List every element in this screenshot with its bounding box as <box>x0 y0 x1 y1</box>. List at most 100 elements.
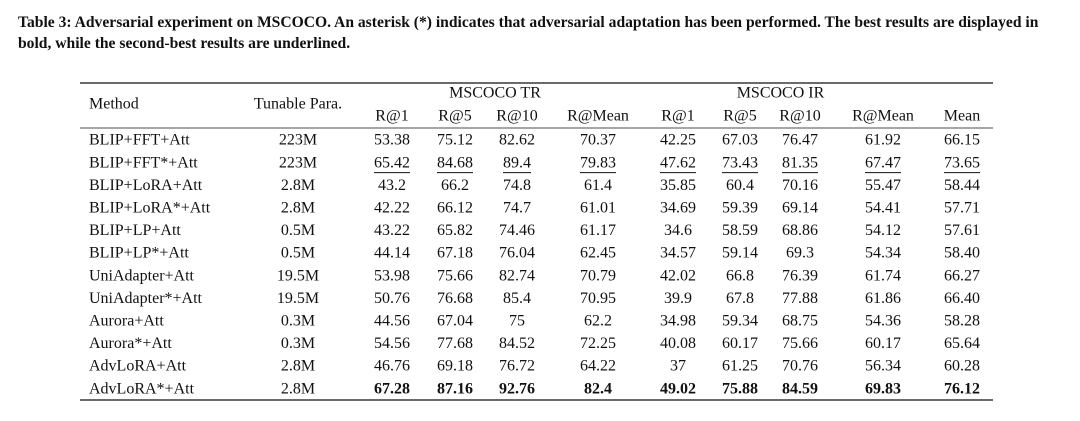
value-cell: 67.18 <box>437 245 473 262</box>
value-cell: 57.71 <box>944 199 980 216</box>
value-cell: 82.4 <box>584 380 612 397</box>
value-cell: 60.17 <box>865 335 901 352</box>
value-cell: 65.42 <box>374 154 410 171</box>
value-cell: 76.68 <box>437 290 473 307</box>
method-cell: BLIP+LoRA*+Att <box>89 199 211 216</box>
value-cell: 43.2 <box>378 177 406 194</box>
value-cell: 87.16 <box>437 380 473 397</box>
method-cell: Aurora*+Att <box>89 335 172 352</box>
value-cell: 92.76 <box>499 380 535 397</box>
value-cell: 34.69 <box>660 199 696 216</box>
value-cell: 70.76 <box>782 358 818 375</box>
method-cell: UniAdapter+Att <box>89 267 195 284</box>
value-cell: 42.22 <box>374 199 410 216</box>
value-cell: 49.02 <box>660 380 696 397</box>
method-cell: Aurora+Att <box>89 312 164 329</box>
value-cell: 37 <box>670 358 686 375</box>
value-cell: 82.62 <box>499 132 535 149</box>
value-cell: 40.08 <box>660 335 696 352</box>
value-cell: 54.12 <box>865 222 901 239</box>
value-cell: 61.74 <box>865 267 901 284</box>
value-cell: 56.34 <box>865 358 901 375</box>
value-cell: 54.34 <box>865 245 901 262</box>
value-cell: 73.65 <box>944 154 980 171</box>
value-cell: 54.36 <box>865 312 901 329</box>
value-cell: 53.38 <box>374 132 410 149</box>
value-cell: 69.3 <box>786 245 814 262</box>
value-cell: 66.40 <box>944 290 980 307</box>
column-header: R@10 <box>496 108 537 125</box>
value-cell: 58.44 <box>944 177 980 194</box>
value-cell: 58.59 <box>722 222 758 239</box>
value-cell: 76.72 <box>499 358 535 375</box>
value-cell: 67.8 <box>726 290 754 307</box>
method-cell: BLIP+FFT*+Att <box>89 154 198 171</box>
value-cell: 66.8 <box>726 267 754 284</box>
value-cell: 34.57 <box>660 245 696 262</box>
value-cell: 68.86 <box>782 222 818 239</box>
value-cell: 76.12 <box>944 380 980 397</box>
value-cell: 67.03 <box>722 132 758 149</box>
value-cell: 61.01 <box>580 199 616 216</box>
value-cell: 69.18 <box>437 358 473 375</box>
value-cell: 61.86 <box>865 290 901 307</box>
value-cell: 35.85 <box>660 177 696 194</box>
value-cell: 75.88 <box>722 380 758 397</box>
value-cell: 53.98 <box>374 267 410 284</box>
value-cell: 67.28 <box>374 380 410 397</box>
value-cell: 61.4 <box>584 177 612 194</box>
value-cell: 67.04 <box>437 312 473 329</box>
method-cell: UniAdapter*+Att <box>89 290 203 307</box>
value-cell: 67.47 <box>865 154 901 171</box>
value-cell: 70.95 <box>580 290 616 307</box>
value-cell: 69.83 <box>865 380 901 397</box>
value-cell: 66.27 <box>944 267 980 284</box>
value-cell: 77.88 <box>782 290 818 307</box>
value-cell: 66.15 <box>944 132 980 149</box>
value-cell: 61.92 <box>865 132 901 149</box>
value-cell: 55.47 <box>865 177 901 194</box>
value-cell: 66.2 <box>441 177 469 194</box>
group-header: MSCOCO IR <box>737 85 825 102</box>
value-cell: 19.5M <box>277 267 319 284</box>
column-header: R@5 <box>723 108 756 125</box>
value-cell: 65.82 <box>437 222 473 239</box>
method-cell: AdvLoRA+Att <box>89 358 187 375</box>
group-header: MSCOCO TR <box>449 85 541 102</box>
value-cell: 59.39 <box>722 199 758 216</box>
caption: Table 3: Adversarial experiment on MSCOC… <box>18 14 1039 52</box>
value-cell: 34.6 <box>664 222 692 239</box>
value-cell: 61.25 <box>722 358 758 375</box>
value-cell: 84.68 <box>437 154 473 171</box>
method-cell: BLIP+LP*+Att <box>89 245 189 262</box>
value-cell: 66.12 <box>437 199 473 216</box>
value-cell: 61.17 <box>580 222 616 239</box>
method-cell: BLIP+LP+Att <box>89 222 181 239</box>
column-header: R@1 <box>661 108 694 125</box>
value-cell: 74.8 <box>503 177 531 194</box>
value-cell: 59.34 <box>722 312 758 329</box>
value-cell: 72.25 <box>580 335 616 352</box>
method-cell: BLIP+LoRA+Att <box>89 177 203 194</box>
value-cell: 82.74 <box>499 267 535 284</box>
column-header: R@Mean <box>567 108 629 125</box>
column-header: R@10 <box>779 108 820 125</box>
value-cell: 0.5M <box>281 245 315 262</box>
method-cell: AdvLoRA*+Att <box>89 380 195 397</box>
value-cell: 60.17 <box>722 335 758 352</box>
value-cell: 73.43 <box>722 154 758 171</box>
value-cell: 44.14 <box>374 245 410 262</box>
value-cell: 79.83 <box>580 154 616 171</box>
value-cell: 70.79 <box>580 267 616 284</box>
value-cell: 75.12 <box>437 132 473 149</box>
value-cell: 84.52 <box>499 335 535 352</box>
value-cell: 2.8M <box>281 358 315 375</box>
value-cell: 84.59 <box>782 380 818 397</box>
method-cell: BLIP+FFT+Att <box>89 132 190 149</box>
value-cell: 19.5M <box>277 290 319 307</box>
value-cell: 70.37 <box>580 132 616 149</box>
column-header: R@1 <box>375 108 408 125</box>
value-cell: 74.7 <box>503 199 531 216</box>
